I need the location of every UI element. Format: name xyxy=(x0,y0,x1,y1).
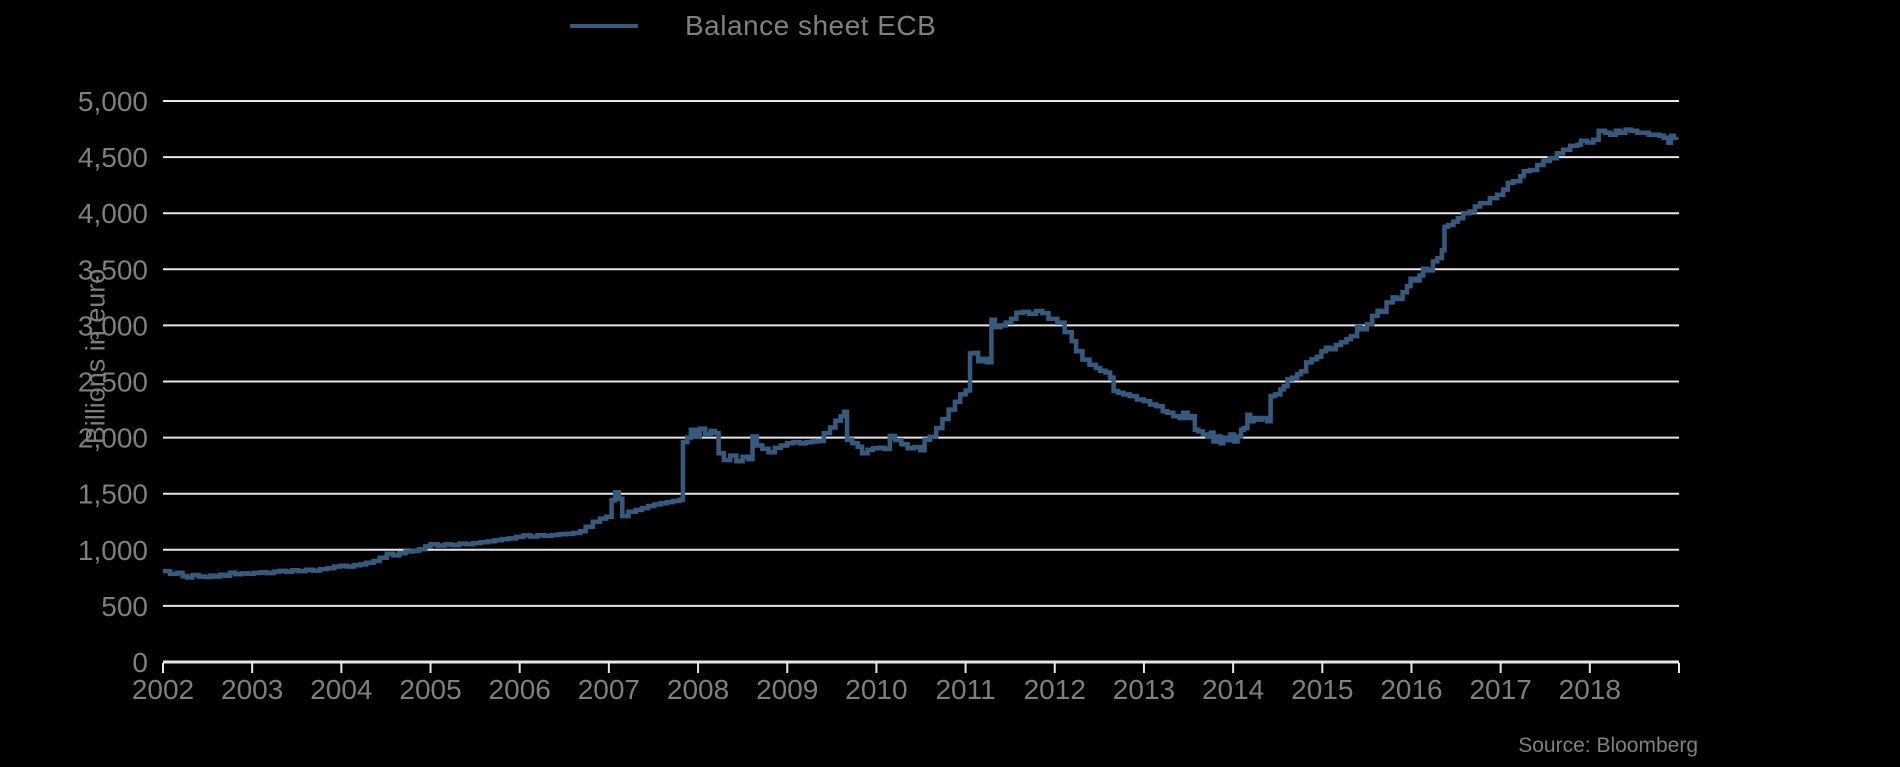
x-tick-label: 2008 xyxy=(667,674,729,705)
x-tick-label: 2005 xyxy=(399,674,461,705)
series-line-balance-sheet-ecb xyxy=(163,127,1679,580)
x-tick-label: 2011 xyxy=(935,674,995,705)
x-tick-label: 2013 xyxy=(1113,674,1175,705)
y-tick-label: 1,000 xyxy=(78,535,148,566)
y-tick-label: 4,500 xyxy=(78,142,148,173)
x-tick-label: 2002 xyxy=(132,674,194,705)
y-tick-label: 500 xyxy=(101,591,148,622)
x-tick-label: 2016 xyxy=(1380,674,1442,705)
legend-label: Balance sheet ECB xyxy=(685,10,937,41)
legend-line-swatch xyxy=(570,24,638,28)
x-tick-label: 2010 xyxy=(845,674,907,705)
x-tick-label: 2014 xyxy=(1202,674,1264,705)
x-tick-label: 2004 xyxy=(310,674,372,705)
y-tick-label: 0 xyxy=(132,647,148,678)
x-tick-label: 2012 xyxy=(1024,674,1086,705)
x-tick-label: 2003 xyxy=(221,674,283,705)
x-tick-label: 2007 xyxy=(578,674,640,705)
source-caption: Source: Bloomberg xyxy=(1518,734,1698,757)
x-tick-label: 2015 xyxy=(1291,674,1353,705)
legend: Balance sheet ECB xyxy=(570,0,936,52)
x-tick-label: 2017 xyxy=(1469,674,1531,705)
y-axis-title: Billions in euro xyxy=(80,268,111,445)
y-tick-label: 2,000 xyxy=(78,423,148,454)
y-tick-label: 2,500 xyxy=(78,367,148,398)
y-tick-label: 5,000 xyxy=(78,86,148,117)
y-tick-label: 3,000 xyxy=(78,310,148,341)
y-tick-label: 4,000 xyxy=(78,198,148,229)
y-tick-label: 1,500 xyxy=(78,479,148,510)
x-tick-label: 2018 xyxy=(1559,674,1621,705)
x-tick-label: 2006 xyxy=(489,674,551,705)
x-tick-label: 2009 xyxy=(756,674,818,705)
y-tick-label: 3,500 xyxy=(78,254,148,285)
